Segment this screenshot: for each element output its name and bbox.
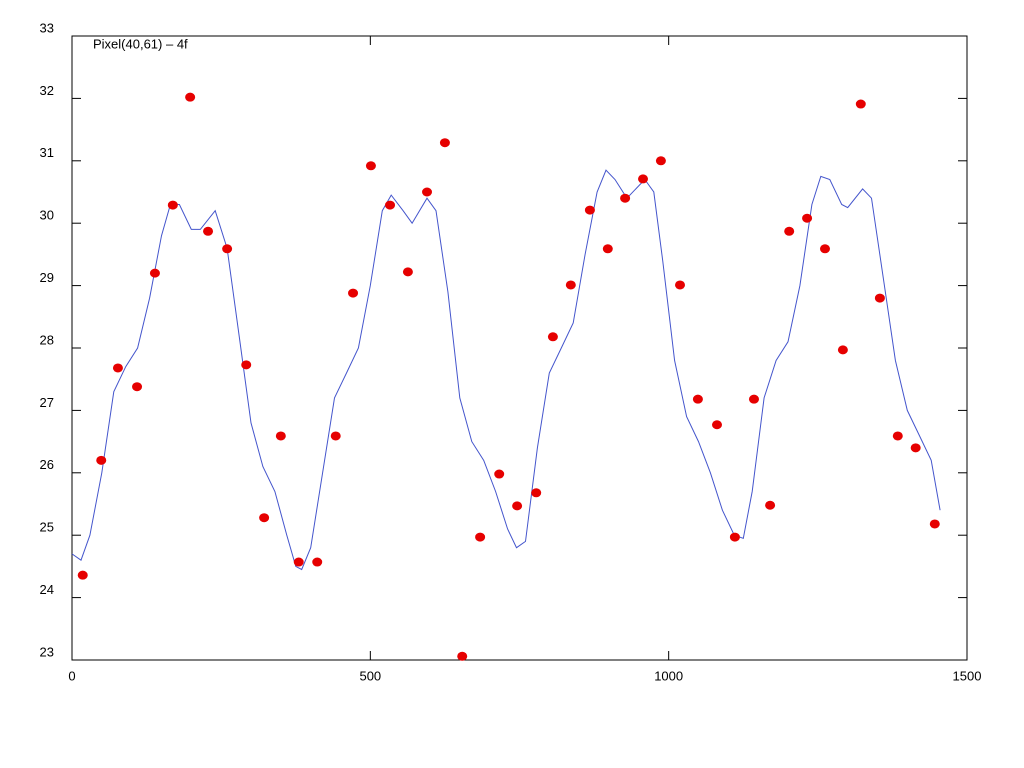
data-point [531,488,542,498]
y-tick-label: 33 [40,20,54,35]
data-point [729,532,740,542]
data-point [475,532,486,542]
x-tick-label: 1500 [953,668,982,683]
data-point [365,161,376,171]
x-tick-label: 500 [359,668,381,683]
data-point [77,570,88,580]
y-tick-label: 23 [40,644,54,659]
data-point [185,92,196,102]
data-point [275,431,286,441]
data-point [241,360,252,370]
data-point [675,280,686,290]
y-tick-label: 29 [40,270,54,285]
data-point [112,363,123,373]
y-tick-label: 26 [40,457,54,472]
data-point [167,200,178,210]
plot-frame [71,35,968,661]
data-point [402,267,413,277]
data-point [802,213,813,223]
data-point [910,443,921,453]
data-point [457,651,468,661]
y-tick-label: 30 [40,208,54,223]
data-point [837,345,848,355]
data-point [784,226,795,236]
y-tick-label: 31 [40,145,54,160]
y-tick-label: 25 [40,520,54,535]
y-tick-label: 32 [40,83,54,98]
data-point [819,244,830,254]
data-point [439,138,450,148]
data-point [892,431,903,441]
data-point [512,501,523,511]
data-point [855,99,866,109]
data-point [132,382,143,392]
data-point [638,174,649,184]
data-point [874,293,885,303]
y-tick-label: 24 [40,582,54,597]
data-point [293,557,304,567]
data-point [765,500,776,510]
chart-title: Pixel(40,61) – 4f [93,36,188,51]
data-point [711,420,722,430]
y-tick-label: 28 [40,332,54,347]
data-point [330,431,341,441]
x-tick-label: 0 [68,668,75,683]
data-point [692,394,703,404]
data-point [929,519,940,529]
data-point [203,226,214,236]
data-point [547,332,558,342]
data-point [494,469,505,479]
data-point [348,288,359,298]
data-point [422,187,433,197]
data-point [96,455,107,465]
data-point [584,205,595,215]
x-tick-label: 1000 [654,668,683,683]
data-point [748,394,759,404]
fit-curve [71,169,941,571]
data-point [620,193,631,203]
data-point [222,244,233,254]
data-point [385,200,396,210]
data-point [312,557,323,567]
data-point [655,156,666,166]
y-tick-label: 27 [40,395,54,410]
data-point [565,280,576,290]
data-point [602,244,613,254]
data-point [259,513,270,523]
data-point [149,268,160,278]
